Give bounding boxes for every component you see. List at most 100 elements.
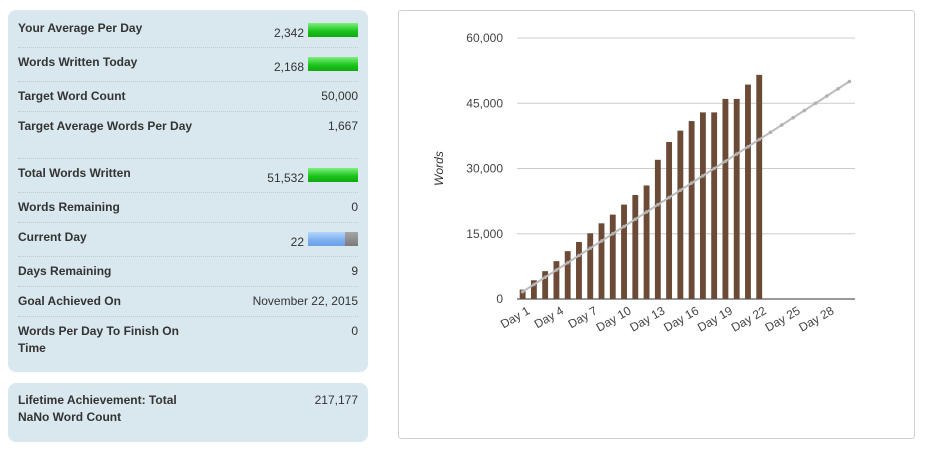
target-point bbox=[599, 239, 604, 243]
target-point bbox=[689, 181, 694, 185]
stat-row-words-per-day-to-finish: Words Per Day To Finish On Time 0 bbox=[18, 317, 358, 364]
x-tick-label: Day 28 bbox=[796, 303, 836, 334]
bar-day-15 bbox=[677, 130, 684, 299]
target-point bbox=[802, 108, 807, 113]
y-tick-label: 45,000 bbox=[466, 96, 503, 110]
stat-row-words-today: Words Written Today 2,168 bbox=[18, 48, 358, 82]
stat-row-average-per-day: Your Average Per Day 2,342 bbox=[18, 14, 358, 48]
y-tick-label: 60,000 bbox=[466, 31, 503, 45]
stat-label: Lifetime Achievement: Total NaNo Word Co… bbox=[18, 393, 177, 424]
bar-day-9 bbox=[609, 214, 616, 299]
x-tick-label: Day 13 bbox=[627, 303, 667, 334]
stats-panel: Your Average Per Day 2,342 Words Written… bbox=[8, 10, 368, 372]
target-point bbox=[633, 217, 638, 222]
bar-day-21 bbox=[745, 84, 751, 299]
x-tick-label: Day 7 bbox=[566, 303, 600, 331]
stat-label: Days Remaining bbox=[18, 264, 112, 278]
stat-label: Target Word Count bbox=[18, 89, 126, 103]
stat-value: 1,667 bbox=[328, 118, 358, 158]
bar-day-18 bbox=[711, 112, 718, 299]
target-point bbox=[543, 275, 547, 280]
target-point bbox=[532, 282, 536, 287]
stat-value: 22 bbox=[291, 229, 358, 256]
target-line bbox=[522, 80, 850, 293]
bar-day-17 bbox=[699, 112, 706, 299]
target-point bbox=[757, 137, 762, 142]
target-point bbox=[779, 123, 784, 127]
x-tick-label: Day 10 bbox=[594, 303, 634, 334]
stat-row-words-remaining: Words Remaining 0 bbox=[18, 193, 358, 223]
stat-row-days-remaining: Days Remaining 9 bbox=[18, 257, 358, 287]
stat-label: Goal Achieved On bbox=[18, 294, 121, 308]
bar-day-13 bbox=[654, 159, 661, 299]
target-point bbox=[825, 94, 829, 98]
stat-value: 217,177 bbox=[315, 392, 358, 426]
bar-day-20 bbox=[733, 98, 740, 300]
bar-day-5 bbox=[564, 251, 571, 299]
target-point bbox=[847, 79, 852, 84]
target-point bbox=[622, 224, 626, 229]
stat-label: Target Average Words Per Day bbox=[18, 119, 193, 133]
stat-row-lifetime: Lifetime Achievement: Total NaNo Word Co… bbox=[18, 383, 358, 426]
stat-value: 2,168 bbox=[274, 54, 358, 81]
y-tick-label: 30,000 bbox=[466, 162, 503, 176]
stat-value: 50,000 bbox=[321, 88, 358, 111]
progress-bar bbox=[308, 57, 358, 71]
lifetime-panel: Lifetime Achievement: Total NaNo Word Co… bbox=[8, 383, 368, 442]
target-point bbox=[768, 130, 773, 135]
bar-day-2 bbox=[530, 280, 537, 299]
stat-number: 51,532 bbox=[267, 171, 304, 185]
stat-label: Your Average Per Day bbox=[18, 21, 143, 35]
bar-day-4 bbox=[553, 261, 560, 299]
stat-number: 0 bbox=[351, 324, 358, 338]
stat-label: Total Words Written bbox=[18, 166, 131, 180]
day-progress-bar bbox=[308, 232, 358, 246]
stat-row-target-average: Target Average Words Per Day 1,667 bbox=[18, 112, 358, 159]
target-point bbox=[734, 152, 739, 156]
y-axis-label: Words bbox=[432, 151, 446, 186]
target-point bbox=[577, 253, 581, 258]
x-tick-label: Day 1 bbox=[498, 303, 532, 331]
target-point bbox=[836, 86, 840, 91]
target-point bbox=[610, 231, 615, 236]
bar-day-7 bbox=[587, 233, 594, 299]
target-point bbox=[701, 173, 705, 178]
y-tick-label: 15,000 bbox=[466, 227, 503, 241]
target-point bbox=[588, 246, 593, 251]
progress-bar bbox=[308, 23, 358, 37]
stat-row-current-day: Current Day 22 bbox=[18, 223, 358, 257]
stat-number: November 22, 2015 bbox=[252, 294, 358, 308]
target-point bbox=[746, 144, 750, 149]
target-point bbox=[644, 210, 649, 214]
stat-row-target-word-count: Target Word Count 50,000 bbox=[18, 82, 358, 112]
x-tick-label: Day 19 bbox=[695, 303, 735, 334]
y-tick-label: 0 bbox=[496, 292, 503, 306]
target-point bbox=[678, 188, 683, 193]
stat-label: Words Written Today bbox=[18, 55, 138, 69]
bar-day-14 bbox=[666, 141, 673, 299]
stat-number: 2,168 bbox=[273, 60, 304, 74]
chart-svg: 0 15,000 30,000 45,000 60,000 Words Day 1 Day 4… bbox=[432, 31, 855, 335]
stat-number: 217,177 bbox=[314, 393, 358, 407]
stat-value: 0 bbox=[351, 199, 358, 222]
stat-label: Words Per Day To Finish On Time bbox=[18, 324, 179, 355]
target-point bbox=[667, 195, 671, 200]
target-point bbox=[712, 166, 716, 171]
stat-number: 1,667 bbox=[327, 119, 358, 133]
bar-day-10 bbox=[621, 204, 627, 299]
bar-day-12 bbox=[643, 185, 650, 299]
bar-day-22 bbox=[756, 74, 763, 299]
target-point bbox=[723, 159, 728, 164]
bar-day-1 bbox=[519, 289, 526, 299]
stat-label: Current Day bbox=[18, 230, 87, 244]
bar-day-16 bbox=[688, 121, 695, 300]
stat-number: 0 bbox=[351, 200, 358, 214]
target-point bbox=[520, 289, 525, 294]
bar-day-11 bbox=[632, 195, 639, 299]
stat-row-total-words: Total Words Written 51,532 bbox=[18, 159, 358, 193]
target-point bbox=[813, 101, 818, 106]
x-tick-label: Day 25 bbox=[763, 303, 803, 334]
bar-day-8 bbox=[598, 223, 605, 299]
stat-value: 9 bbox=[351, 263, 358, 286]
stat-number: 9 bbox=[351, 264, 358, 278]
